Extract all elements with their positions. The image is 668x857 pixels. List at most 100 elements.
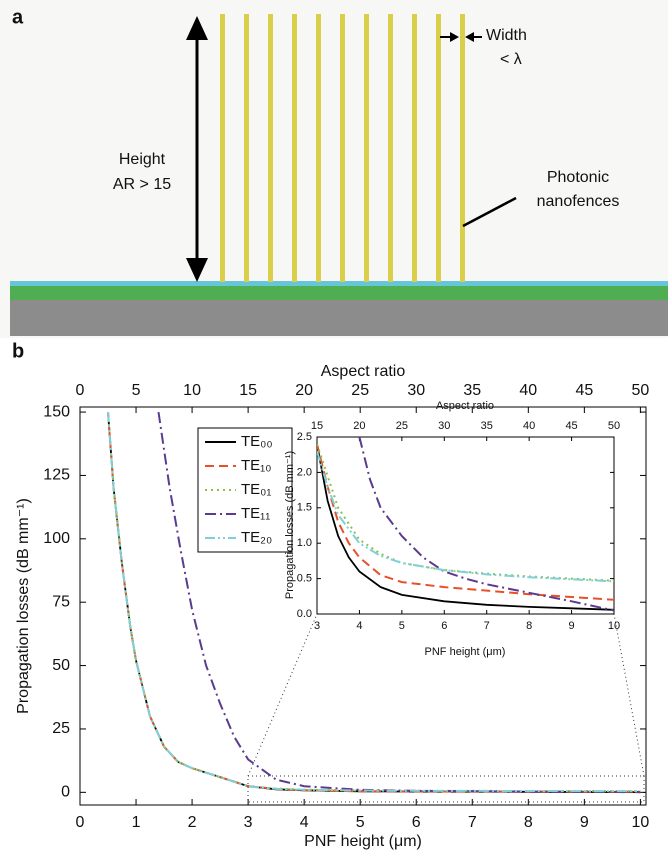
x-tick-label: 8 (524, 814, 533, 831)
y-tick-label: 0.0 (297, 608, 312, 620)
x-tick-label: 8 (526, 620, 532, 632)
y-tick-label: 100 (43, 530, 70, 547)
y-tick-label: 2.5 (297, 431, 312, 443)
pointer-line (462, 196, 517, 228)
arrow-head (465, 32, 474, 42)
x2-tick-label: 45 (575, 382, 593, 399)
y-tick-label: 1.5 (297, 502, 312, 514)
x2-tick-label: 10 (183, 382, 201, 399)
arrow-head (186, 16, 208, 40)
nanofence (220, 14, 225, 282)
x-tick-label: 5 (399, 620, 405, 632)
x2-tick-label: 15 (239, 382, 257, 399)
x2-tick-label: 5 (132, 382, 141, 399)
y-tick-label: 0.5 (297, 573, 312, 585)
x2-tick-label: 50 (631, 382, 649, 399)
x2-tick-label: 30 (407, 382, 425, 399)
zoom-line (247, 613, 318, 777)
x-tick-label: 3 (244, 814, 253, 831)
series-line (107, 412, 641, 793)
legend-label: TE₂₀ (241, 529, 272, 546)
ar-label: AR > 15 (113, 176, 171, 193)
x-tick-label: 9 (569, 620, 575, 632)
x2-axis-label: Aspect ratio (321, 363, 406, 380)
y-tick-label: 75 (52, 593, 70, 610)
substrate (10, 300, 668, 336)
nanofence (364, 14, 369, 282)
arrow-head (186, 258, 208, 282)
x-tick-label: 9 (580, 814, 589, 831)
y-tick-label: 2.0 (297, 466, 312, 478)
nanofence (340, 14, 345, 282)
plot-frame (79, 406, 647, 806)
x-tick-label: 10 (631, 814, 649, 831)
series-line (358, 437, 614, 612)
x2-tick-label: 45 (565, 420, 577, 432)
layer-green (10, 286, 668, 300)
inset-x2-axis-label: Aspect ratio (436, 400, 494, 412)
x2-tick-label: 30 (438, 420, 450, 432)
x-tick-label: 4 (356, 620, 362, 632)
nanofence (268, 14, 273, 282)
y-tick-label: 125 (43, 467, 70, 484)
x2-tick-label: 50 (608, 420, 620, 432)
x-tick-label: 2 (188, 814, 197, 831)
nanofence (316, 14, 321, 282)
x2-tick-label: 40 (519, 382, 537, 399)
nanofence (436, 14, 441, 282)
nanofence (460, 14, 465, 282)
y-tick-label: 25 (52, 720, 70, 737)
zoom-line (613, 613, 645, 777)
nanofence (388, 14, 393, 282)
x-tick-label: 7 (484, 620, 490, 632)
width-value: < λ (500, 51, 522, 68)
x-tick-label: 4 (300, 814, 309, 831)
x-tick-label: 1 (132, 814, 141, 831)
y-tick-label: 150 (43, 403, 70, 420)
nanofence (244, 14, 249, 282)
legend (197, 427, 293, 553)
inset-x-axis-label: PNF height (μm) (425, 646, 506, 658)
nanofence (292, 14, 297, 282)
x-tick-label: 3 (314, 620, 320, 632)
zoom-box (247, 775, 645, 803)
x-tick-label: 10 (608, 620, 620, 632)
width-label: Width (486, 27, 527, 44)
height-label: Height (119, 151, 166, 168)
y-tick-label: 0 (61, 784, 70, 801)
arrow-head (450, 32, 459, 42)
x2-tick-label: 0 (76, 382, 85, 399)
panel-label: a (12, 6, 24, 28)
x2-tick-label: 35 (463, 382, 481, 399)
x-tick-label: 5 (356, 814, 365, 831)
y-axis-label: Propagation losses (dB mm⁻¹) (15, 498, 32, 714)
series-line (317, 443, 614, 582)
panel-label: b (12, 340, 24, 362)
series-line (317, 443, 614, 601)
legend-label: TE₁₁ (241, 505, 270, 522)
nanofences (220, 14, 465, 282)
x2-tick-label: 20 (353, 420, 365, 432)
x2-tick-label: 25 (396, 420, 408, 432)
x2-tick-label: 20 (295, 382, 313, 399)
legend-label: TE₀₀ (241, 433, 273, 450)
x-tick-label: 6 (441, 620, 447, 632)
nanofence (412, 14, 417, 282)
inset-y-axis-label: Propagation losses (dB mm⁻¹) (284, 451, 296, 599)
x-axis-label: PNF height (μm) (304, 833, 422, 850)
x-tick-label: 7 (468, 814, 477, 831)
y-tick-label: 50 (52, 657, 70, 674)
pnf-label: Photonic (547, 169, 609, 186)
x2-tick-label: 40 (523, 420, 535, 432)
pnf-label: nanofences (537, 193, 620, 210)
inset-frame (316, 436, 615, 615)
legend-label: TE₀₁ (241, 481, 271, 498)
legend-label: TE₁₀ (241, 457, 271, 474)
x2-tick-label: 15 (311, 420, 323, 432)
x-tick-label: 6 (412, 814, 421, 831)
x-tick-label: 0 (76, 814, 85, 831)
layer-blue (10, 281, 668, 286)
series-line (317, 443, 614, 611)
